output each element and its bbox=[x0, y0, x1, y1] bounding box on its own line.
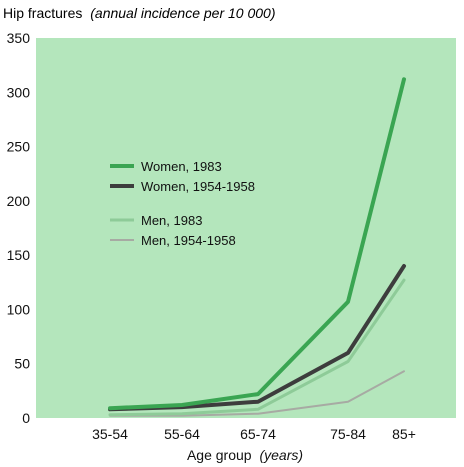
plot-area bbox=[36, 38, 456, 418]
x-tick-label: 75-84 bbox=[330, 426, 366, 442]
legend-label: Women, 1983 bbox=[141, 159, 222, 174]
x-axis-unit-text: (years) bbox=[259, 447, 303, 463]
x-axis-label-text: Age group bbox=[187, 447, 252, 463]
y-tick-label: 200 bbox=[7, 193, 31, 209]
series-lines bbox=[108, 77, 406, 417]
y-tick-label: 0 bbox=[22, 410, 30, 426]
y-tick-label: 150 bbox=[7, 247, 31, 263]
x-tick-label: 35-54 bbox=[92, 426, 128, 442]
y-tick-label: 300 bbox=[7, 84, 31, 100]
chart-subtitle-text: (annual incidence per 10 000) bbox=[90, 5, 275, 21]
x-axis: 35-54 55-64 65-74 75-84 85+ bbox=[92, 426, 416, 442]
legend: Women, 1983 Women, 1954-1958 Men, 1983 Men,… bbox=[110, 159, 255, 248]
x-tick-label: 55-64 bbox=[164, 426, 200, 442]
y-tick-label: 100 bbox=[7, 301, 31, 317]
legend-label: Women, 1954-1958 bbox=[141, 179, 255, 194]
chart-title: Hip fractures (annual incidence per 10 0… bbox=[3, 5, 276, 21]
y-tick-label: 350 bbox=[7, 30, 31, 46]
x-tick-label: 85+ bbox=[392, 426, 416, 442]
legend-label: Men, 1954-1958 bbox=[141, 233, 236, 248]
x-tick-label: 65-74 bbox=[240, 426, 276, 442]
legend-label: Men, 1983 bbox=[141, 213, 202, 228]
y-axis: 0 50 100 150 200 250 300 350 bbox=[7, 30, 31, 426]
x-axis-label: Age group (years) bbox=[187, 447, 303, 463]
y-tick-label: 250 bbox=[7, 139, 31, 155]
y-tick-label: 50 bbox=[14, 356, 30, 372]
chart-title-text: Hip fractures bbox=[3, 5, 82, 21]
